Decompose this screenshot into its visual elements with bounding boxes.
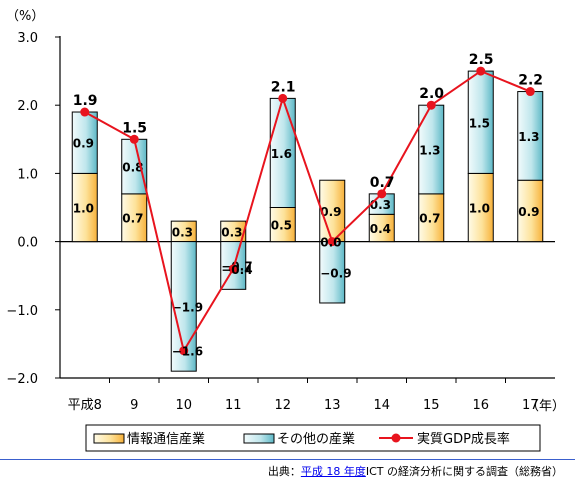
bar-segment-ict: [121, 193, 148, 243]
data-label-gdp: 1.5: [122, 120, 147, 136]
legend: 情報通信産業 その他の産業 実質GDP成長率: [85, 424, 541, 452]
x-tick-label: 平成8: [68, 398, 102, 413]
data-label-ict: 0.4: [370, 222, 391, 236]
gdp-point: [327, 237, 337, 247]
legend-label: その他の産業: [277, 431, 355, 447]
data-label-other: −0.9: [320, 266, 351, 280]
bar-segment-ict: [368, 213, 395, 243]
gdp-point: [179, 346, 189, 356]
data-label-other: 1.3: [419, 144, 440, 158]
x-tick-label: 9: [130, 398, 138, 413]
gdp-point: [278, 93, 288, 103]
bar-segment-ict: [71, 172, 98, 243]
data-label-gdp: 0.0: [320, 236, 341, 250]
data-label-other: 0.3: [370, 198, 391, 212]
data-label-ict: 0.7: [122, 212, 143, 226]
gdp-point: [476, 66, 486, 76]
data-label-gdp: 2.2: [518, 73, 543, 89]
y-tick-label: 1.0: [17, 167, 38, 182]
gdp-point: [129, 134, 139, 144]
source-link[interactable]: 平成 18 年度: [300, 465, 366, 478]
data-label-ict: 1.0: [469, 202, 490, 216]
legend-swatch: [93, 433, 125, 444]
x-tick-label: 16: [472, 398, 489, 413]
legend-box: [85, 424, 541, 452]
data-label-gdp: −0.4: [221, 263, 252, 277]
y-tick-label: 0.0: [17, 236, 38, 251]
legend-label: 情報通信産業: [127, 431, 205, 447]
bar-segment-ict: [418, 193, 445, 243]
data-label-ict: 1.0: [73, 202, 94, 216]
bar-segment-other: [319, 241, 346, 304]
chart: （%） 3.0 2.0 1.0 0.0 −1.0 −2.0 平成8 9 10 11 12 13 14 15…: [6, 9, 565, 452]
data-label-other: 0.9: [73, 137, 94, 151]
y-tick-label: −2.0: [6, 372, 38, 387]
gdp-point: [426, 100, 436, 110]
bar-segment-other: [467, 70, 494, 174]
plot-area: 3.0 2.0 1.0 0.0 −1.0 −2.0 平成8 9 10 11 12 13 14 15 16 17…: [6, 31, 555, 413]
bar-segment-other: [517, 91, 544, 181]
data-label-gdp: 1.9: [73, 93, 98, 109]
x-tick-label: 15: [423, 398, 440, 413]
data-label-ict: 0.5: [271, 219, 292, 233]
source-note: 出典：平成 18 年度ICT の経済分析に関する調査（総務省）: [268, 463, 563, 479]
data-label-ict: 0.7: [419, 212, 440, 226]
data-label-other: −1.9: [172, 300, 203, 314]
x-tick-label: 11: [225, 398, 242, 413]
legend-swatch: [243, 433, 275, 444]
bar-segment-ict: [517, 179, 544, 243]
source-prefix: 出典：: [267, 465, 301, 478]
data-label-other: 0.8: [122, 161, 143, 175]
gdp-point: [228, 264, 238, 274]
bar-segment-other: [71, 111, 98, 174]
data-label-gdp: 2.1: [271, 79, 296, 95]
data-label-ict: 0.3: [221, 225, 242, 239]
source-bar: 出典：平成 18 年度ICT の経済分析に関する調査（総務省）: [0, 459, 575, 478]
y-unit-label: （%）: [6, 9, 44, 24]
x-tick-label: 12: [274, 398, 291, 413]
data-label-gdp: −1.6: [172, 345, 203, 359]
gdp-point: [80, 107, 90, 117]
gdp-line: [84, 69, 531, 354]
bar-segment-other: [269, 97, 296, 208]
legend-label: 実質GDP成長率: [417, 431, 510, 447]
x-tick-label: 14: [373, 398, 390, 413]
y-tick-label: −1.0: [6, 304, 38, 319]
gdp-point: [377, 189, 387, 199]
source-suffix: ICT の経済分析に関する調査（総務省）: [365, 465, 563, 478]
y-tick-label: 2.0: [17, 99, 38, 114]
x-unit-label: （年）: [526, 399, 565, 414]
data-label-ict: 0.3: [172, 225, 193, 239]
bar-segment-ict: [319, 179, 346, 243]
x-tick-label: 17: [522, 398, 539, 413]
y-tick-label: 3.0: [17, 31, 38, 46]
data-label-gdp: 2.0: [419, 86, 444, 102]
x-tick-label: 10: [175, 398, 192, 413]
x-tick-label: 13: [324, 398, 341, 413]
data-label-ict: 0.9: [320, 205, 341, 219]
data-label-other: 1.3: [518, 130, 539, 144]
legend-marker: [391, 433, 401, 443]
data-label-other: 1.5: [469, 116, 490, 130]
data-label-ict: 0.9: [518, 205, 539, 219]
data-label-gdp: 0.7: [370, 175, 395, 191]
data-label-gdp: 2.5: [469, 52, 494, 68]
gdp-point: [525, 87, 535, 97]
data-label-other: 1.6: [271, 147, 292, 161]
